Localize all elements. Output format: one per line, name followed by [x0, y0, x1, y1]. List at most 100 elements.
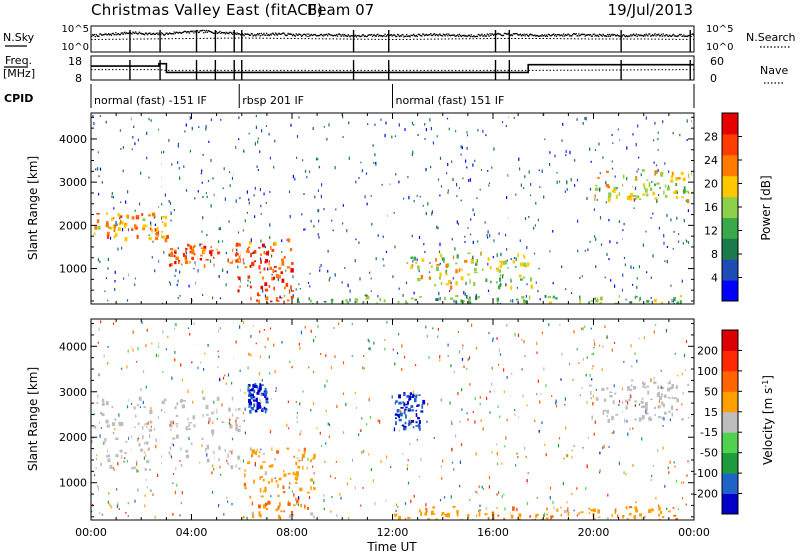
echo-cell: [271, 248, 275, 252]
echo-cell: [517, 518, 521, 520]
echo-cell: [394, 401, 396, 405]
echo-cell: [660, 370, 662, 372]
echo-cell: [655, 324, 657, 326]
echo-cell: [445, 269, 448, 273]
echo-cell: [251, 511, 254, 515]
echo-cell: [481, 485, 483, 489]
nsky-point: [673, 34, 675, 36]
nsky-point: [566, 34, 568, 36]
echo-cell: [633, 199, 635, 202]
echo-cell: [472, 208, 474, 212]
echo-cell: [646, 193, 649, 197]
echo-cell: [442, 459, 444, 463]
echo-cell: [107, 299, 109, 302]
nsky-point: [373, 34, 375, 36]
echo-cell: [638, 337, 640, 340]
echo-cell: [290, 510, 294, 516]
echo-cell: [141, 426, 144, 430]
echo-cell: [495, 253, 499, 257]
echo-cell: [492, 339, 494, 342]
echo-cell: [432, 327, 434, 330]
echo-cell: [406, 262, 409, 264]
nsky-point: [670, 35, 672, 38]
echo-cell: [614, 302, 618, 304]
echo-cell: [248, 250, 250, 254]
echo-cell: [275, 297, 278, 302]
nsky-point: [290, 33, 292, 35]
echo-cell: [390, 466, 392, 469]
echo-cell: [218, 227, 220, 231]
nsky-point: [682, 35, 684, 37]
nsky-point: [265, 34, 267, 36]
nsky-point: [379, 34, 381, 36]
echo-cell: [225, 382, 227, 385]
y-tick-label: 2000: [59, 431, 87, 444]
echo-cell: [268, 133, 270, 136]
echo-cell: [368, 347, 370, 350]
nsky-point: [119, 33, 121, 36]
echo-cell: [375, 257, 377, 261]
echo-cell: [184, 260, 189, 264]
echo-cell: [661, 393, 663, 397]
echo-cell: [614, 511, 617, 514]
echo-cell: [450, 297, 454, 300]
echo-cell: [519, 239, 521, 242]
echo-cell: [99, 115, 101, 117]
echo-cell: [463, 291, 465, 295]
echo-cell: [180, 464, 182, 466]
echo-cell: [638, 156, 640, 159]
echo-cell: [612, 142, 614, 144]
echo-cell: [579, 296, 581, 301]
echo-cell: [473, 213, 475, 216]
echo-cell: [273, 286, 275, 291]
echo-cell: [436, 135, 438, 138]
echo-cell: [673, 191, 676, 194]
nsky-point: [392, 34, 394, 36]
echo-cell: [409, 418, 411, 423]
echo-cell: [513, 257, 515, 259]
echo-cell: [304, 228, 306, 231]
nsky-point: [600, 34, 602, 36]
nsky-point: [270, 34, 272, 36]
echo-cell: [462, 344, 464, 347]
echo-cell: [534, 224, 536, 227]
echo-cell: [170, 251, 173, 254]
echo-cell: [594, 420, 596, 424]
echo-cell: [211, 490, 214, 494]
velocity-colorbar-label: Velocity [m s-1]: [761, 375, 775, 465]
echo-cell: [283, 510, 285, 513]
echo-cell: [117, 212, 120, 217]
echo-cell: [646, 271, 648, 274]
echo-cell: [128, 436, 130, 440]
echo-cell: [202, 153, 204, 156]
echo-cell: [95, 457, 98, 461]
echo-cell: [480, 253, 482, 256]
echo-cell: [251, 261, 255, 267]
echo-cell: [609, 240, 611, 244]
echo-cell: [238, 138, 240, 141]
nsky-point: [125, 33, 127, 35]
echo-cell: [522, 254, 525, 257]
echo-cell: [126, 459, 128, 463]
echo-cell: [643, 336, 645, 340]
echo-cell: [638, 417, 641, 422]
echo-cell: [257, 137, 259, 140]
nsky-point: [193, 32, 195, 34]
echo-cell: [219, 227, 221, 231]
nsky-point: [570, 34, 572, 37]
nsky-point: [137, 33, 139, 35]
echo-cell: [548, 323, 550, 326]
nsky-point: [221, 31, 223, 34]
echo-cell: [202, 414, 204, 418]
echo-cell: [660, 301, 664, 304]
echo-cell: [668, 510, 671, 513]
echo-cell: [499, 274, 502, 277]
echo-cell: [127, 515, 129, 517]
echo-cell: [584, 117, 586, 120]
freq-series-line: [91, 62, 694, 74]
echo-cell: [144, 424, 146, 426]
echo-cell: [464, 259, 468, 263]
echo-cell: [568, 362, 571, 366]
echo-cell: [314, 195, 316, 199]
echo-cell: [118, 508, 120, 510]
